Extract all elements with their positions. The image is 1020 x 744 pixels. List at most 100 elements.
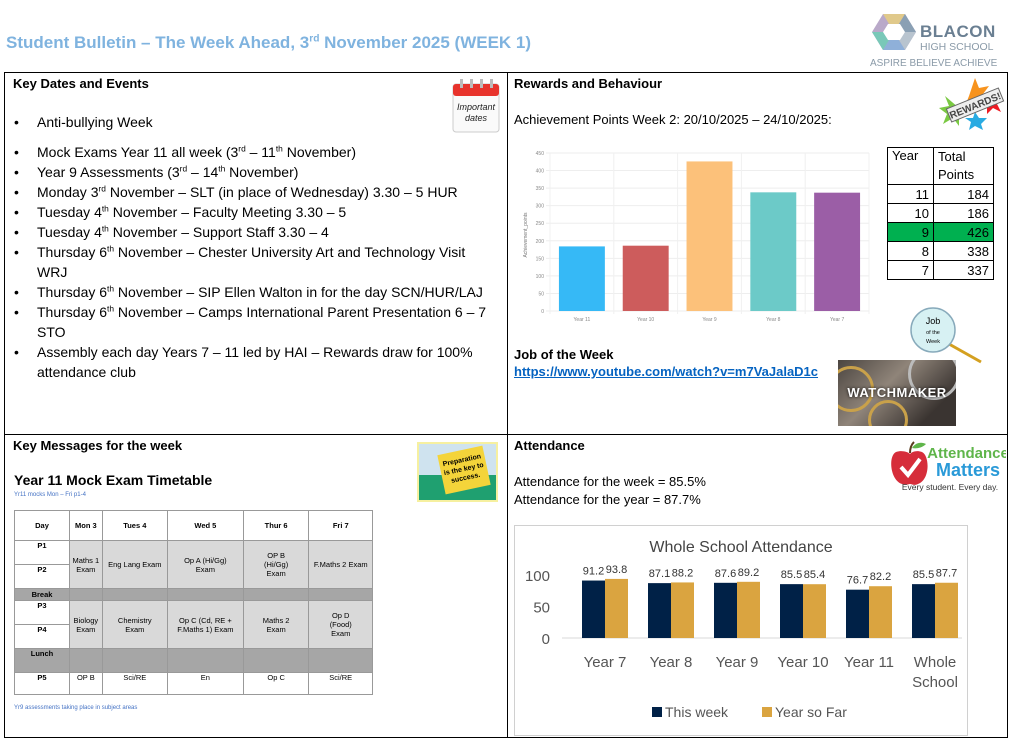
bar-this-week (714, 583, 737, 638)
header-cell: Total Points (934, 148, 994, 185)
attendance-week: Attendance for the week = 85.5% (514, 474, 706, 489)
table-row: 10 186 (888, 204, 994, 223)
data-label: 76.7 (847, 575, 868, 587)
svg-text:Important: Important (457, 102, 496, 112)
x-tick-label: School (912, 674, 958, 691)
list-item: Tuesday 4th November – Support Staff 3.3… (14, 222, 494, 242)
data-label: 85.5 (913, 569, 934, 581)
x-tick-label: Year 7 (584, 654, 627, 671)
period-cell: P3 (15, 601, 70, 625)
list-item: Mock Exams Year 11 all week (3rd – 11th … (14, 142, 494, 162)
year-cell: 9 (888, 223, 934, 242)
header-cell: Tues 4 (102, 511, 167, 541)
x-tick-label: Whole (914, 654, 957, 671)
attendance-heading: Attendance (514, 438, 585, 453)
timetable-note-bottom: Yr9 assessments taking place in subject … (14, 705, 137, 711)
table-row: 11 184 (888, 185, 994, 204)
school-logo: BLACON HIGH SCHOOL ASPIRE BELIEVE ACHIEV… (868, 10, 1008, 72)
exam-cell: Op C (Cd, RE + F.Maths 1) Exam (167, 601, 243, 649)
key-messages-heading: Key Messages for the week (13, 438, 182, 453)
bar-this-week (648, 583, 671, 638)
bar-year-so-far (803, 584, 826, 638)
divider (4, 434, 1008, 435)
rewards-icon: REWARDS! (935, 76, 1009, 131)
y-tick-label: 50 (538, 291, 544, 297)
data-label: 87.7 (936, 568, 957, 580)
points-cell: 426 (934, 223, 994, 242)
list-item: Year 9 Assessments (3rd – 14th November) (14, 162, 494, 182)
list-item: Thursday 6th November – SIP Ellen Walton… (14, 282, 494, 302)
preparation-note: Preparation is the key to success. (437, 446, 490, 495)
list-item: Tuesday 4th November – Faculty Meeting 3… (14, 202, 494, 222)
x-tick-label: Year 8 (766, 317, 780, 323)
data-label: 93.8 (606, 564, 627, 576)
header-cell: Mon 3 (70, 511, 103, 541)
x-tick-label: Year 11 (844, 654, 894, 671)
x-tick-label: Year 7 (830, 317, 844, 323)
data-label: 87.1 (649, 568, 670, 580)
bar-year-10 (623, 246, 669, 311)
mock-exam-timetable: Day Mon 3 Tues 4 Wed 5 Thur 6 Fri 7 P1 M… (14, 510, 373, 695)
data-label: 82.2 (870, 571, 891, 583)
y-tick-label: 250 (536, 221, 545, 227)
year-cell: 8 (888, 242, 934, 261)
attendance-matters-logo: Attendance Matters Every student. Every … (890, 440, 1006, 496)
table-header-row: Year Total Points (888, 148, 994, 185)
lesson-cell: OP B (70, 673, 103, 695)
logo-tagline: ASPIRE BELIEVE ACHIEVE (870, 58, 997, 69)
y-tick-label: 100 (536, 274, 545, 280)
y-tick-label: 350 (536, 186, 545, 192)
achievement-subtitle: Achievement Points Week 2: 20/10/2025 – … (514, 112, 832, 127)
timetable-note-top: Yr11 mocks Mon – Fri p1-4 (14, 492, 86, 498)
rewards-heading: Rewards and Behaviour (514, 76, 662, 91)
exam-cell: Op D (Food) Exam (309, 601, 373, 649)
list-item: Monday 3rd November – SLT (in place of W… (14, 182, 494, 202)
exam-cell: Chemistry Exam (102, 601, 167, 649)
svg-text:Job: Job (926, 316, 941, 326)
exam-cell: Op A (Hi/Gg) Exam (167, 541, 243, 589)
points-cell: 186 (934, 204, 994, 223)
period-cell: P2 (15, 565, 70, 589)
list-item: Thursday 6th November – Chester Universi… (14, 242, 494, 282)
data-label: 89.2 (738, 567, 759, 579)
x-tick-label: Year 10 (637, 317, 654, 323)
period-cell: P4 (15, 625, 70, 649)
watchmaker-label: WATCHMAKER (838, 385, 956, 400)
y-tick-label: 150 (536, 256, 545, 262)
timetable-title: Year 11 Mock Exam Timetable (14, 472, 212, 488)
exam-cell: Biology Exam (70, 601, 103, 649)
legend-label: Year so Far (775, 704, 847, 720)
bar-year-7 (814, 193, 860, 311)
bar-this-week (582, 581, 605, 638)
y-tick-label: 0 (542, 631, 550, 648)
legend-label: This week (665, 704, 729, 720)
bar-year-11 (559, 246, 605, 311)
header-cell: Year (888, 148, 934, 185)
svg-text:Matters: Matters (936, 460, 1000, 480)
preparation-image: Preparation is the key to success. (417, 442, 498, 502)
data-label: 85.4 (804, 569, 825, 581)
x-tick-label: Year 11 (574, 317, 591, 323)
job-of-the-week-magnifier-icon: Job of the Week (905, 306, 985, 366)
bar-this-week (780, 584, 803, 638)
y-axis-label: Achievement_points (523, 212, 529, 258)
bar-this-week (846, 590, 869, 638)
points-cell: 184 (934, 185, 994, 204)
y-tick-label: 400 (536, 169, 545, 175)
x-tick-label: Year 10 (777, 654, 828, 671)
data-label: 87.6 (715, 568, 736, 580)
table-row: 7 337 (888, 261, 994, 280)
bar-year-9 (687, 161, 733, 311)
bar-year-so-far (869, 586, 892, 638)
points-cell: 337 (934, 261, 994, 280)
year-cell: 10 (888, 204, 934, 223)
job-video-link[interactable]: https://www.youtube.com/watch?v=m7VaJala… (514, 364, 818, 379)
lesson-cell: En (167, 673, 243, 695)
break-row: Break (15, 589, 373, 601)
logo-name: BLACON (920, 22, 996, 42)
x-tick-label: Year 8 (650, 654, 693, 671)
header-cell: Day (15, 511, 70, 541)
hexagon-logo-icon (872, 12, 916, 52)
chart-title: Whole School Attendance (649, 539, 832, 556)
exam-cell: OP B (Hi/Gg) Exam (243, 541, 309, 589)
